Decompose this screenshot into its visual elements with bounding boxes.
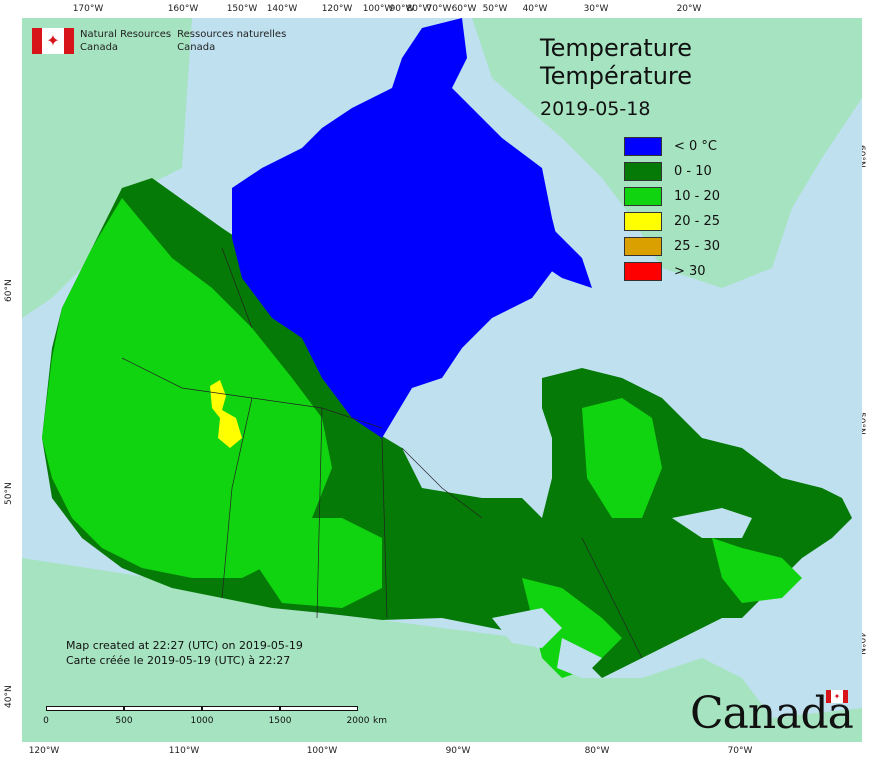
scale-label: 500 — [115, 716, 133, 726]
region-below-0-baffin — [502, 218, 592, 288]
tick-label: 20°W — [676, 4, 702, 14]
legend-label: < 0 °C — [674, 139, 718, 154]
tick-label: 30°W — [583, 4, 609, 14]
legend-swatch — [624, 187, 662, 206]
tick-label: 80°W — [406, 4, 432, 14]
region-10-20-west — [42, 198, 332, 578]
tick-label: 50°W — [482, 4, 508, 14]
scale-label: 0 — [43, 716, 49, 726]
region-10-20-quebec — [582, 398, 662, 518]
scale-label: 1500 — [268, 716, 292, 726]
tick-label: 40°W — [522, 4, 548, 14]
tick-label: 60°W — [451, 4, 477, 14]
alaska-landmass — [22, 18, 192, 318]
tick-label: 100°W — [306, 746, 338, 756]
legend-swatch — [624, 237, 662, 256]
title-fr: Température — [540, 62, 693, 90]
gulf-st-lawrence — [672, 508, 752, 538]
tick-label: 120°W — [321, 4, 353, 14]
legend-label: 25 - 30 — [674, 239, 721, 254]
canada-flag-icon: ✦ — [32, 28, 74, 54]
tick-label: 110°W — [168, 746, 200, 756]
greenland-landmass — [472, 18, 862, 288]
region-10-20-maritimes — [712, 538, 802, 603]
tick-label: 150°W — [226, 4, 258, 14]
legend-item: > 30 — [624, 259, 720, 284]
legend-item: 20 - 25 — [624, 209, 720, 234]
scale-unit: km — [373, 716, 387, 726]
legend-swatch — [624, 212, 662, 231]
tick-label: 140°W — [266, 4, 298, 14]
tick-label: 50°N — [4, 482, 14, 505]
region-10-20-south — [522, 578, 622, 678]
scale-label: 2000 — [346, 716, 370, 726]
nrcan-signature: ✦ Natural Resources Canada Ressources na… — [32, 28, 286, 54]
tick-label: 70°W — [727, 746, 753, 756]
map-date: 2019-05-18 — [540, 98, 651, 120]
map-credit: Map created at 22:27 (UTC) on 2019-05-19… — [66, 638, 303, 668]
credit-en: Map created at 22:27 (UTC) on 2019-05-19 — [66, 639, 303, 652]
legend-label: 0 - 10 — [674, 164, 712, 179]
credit-fr: Carte créée le 2019-05-19 (UTC) à 22:27 — [66, 654, 291, 667]
legend-label: 20 - 25 — [674, 214, 721, 229]
tick-label: 160°W — [167, 4, 199, 14]
legend-item: 10 - 20 — [624, 184, 720, 209]
region-20-25 — [210, 380, 242, 448]
tick-label: 60°N — [4, 279, 14, 302]
temperature-map — [22, 18, 862, 742]
tick-label: 90°W — [389, 4, 415, 14]
tick-label: 170°W — [72, 4, 104, 14]
tick-label: 90°W — [445, 746, 471, 756]
scale-segment — [124, 706, 202, 711]
scale-segment — [202, 706, 280, 711]
legend-item: < 0 °C — [624, 134, 720, 159]
legend-label: > 30 — [674, 264, 706, 279]
legend-swatch — [624, 162, 662, 181]
province-boundaries — [121, 247, 643, 659]
hudson-bay — [402, 358, 552, 488]
legend-swatch — [624, 137, 662, 156]
map-canvas — [22, 18, 862, 742]
title-en: Temperature — [540, 34, 693, 62]
wordmark-flag-icon: ✦ — [826, 690, 848, 703]
tick-label: 100°W — [362, 4, 394, 14]
legend-item: 0 - 10 — [624, 159, 720, 184]
scale-segment — [46, 706, 124, 711]
org-name-en: Natural Resources Canada — [80, 29, 172, 53]
map-title: Temperature Température — [540, 34, 692, 90]
legend-label: 10 - 20 — [674, 189, 721, 204]
legend-swatch — [624, 262, 662, 281]
org-name-fr: Ressources naturelles Canada — [177, 29, 287, 53]
tick-label: 120°W — [28, 746, 60, 756]
scale-label: 1000 — [190, 716, 214, 726]
legend-item: 25 - 30 — [624, 234, 720, 259]
tick-label: 40°N — [4, 685, 14, 708]
legend: < 0 °C 0 - 10 10 - 20 20 - 25 25 - 30 > 30 — [624, 134, 720, 284]
great-lakes — [492, 608, 562, 648]
tick-label: 80°W — [584, 746, 610, 756]
scale-segment — [280, 706, 358, 711]
region-below-0-arctic — [232, 18, 562, 438]
usa-landmass — [22, 558, 862, 742]
scale-bar: 0 500 1000 1500 2000 km — [43, 704, 387, 726]
great-lakes-east — [557, 638, 602, 678]
tick-label: 70°W — [426, 4, 452, 14]
region-10-20-prairie — [252, 518, 382, 608]
